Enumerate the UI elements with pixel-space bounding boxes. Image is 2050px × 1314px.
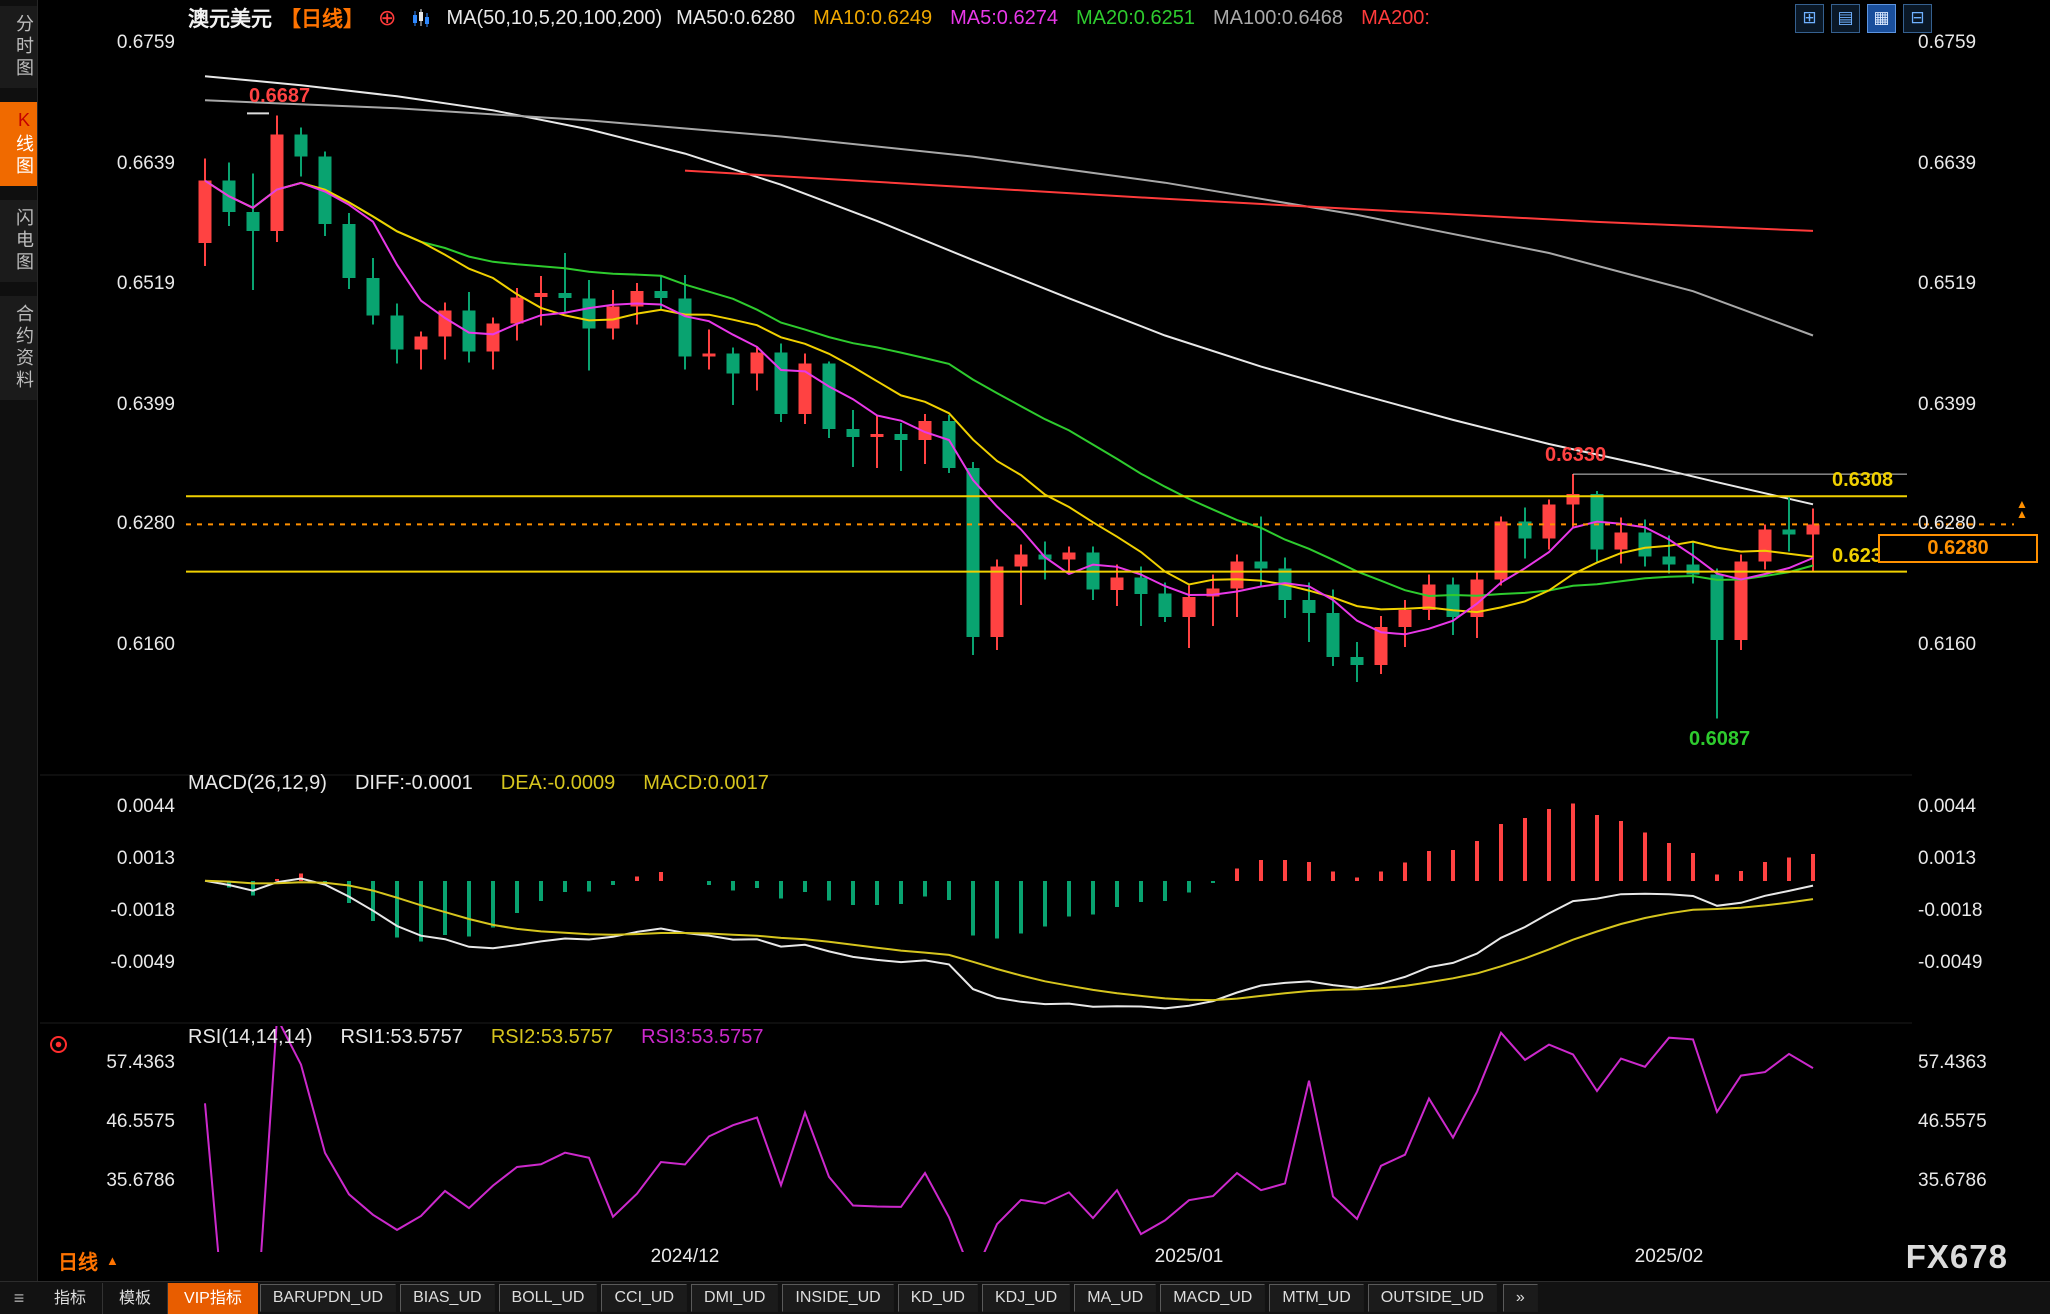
rsi-axis-tick-left: 35.6786 (106, 1170, 175, 1191)
price-annotation: 0.6330 (1545, 444, 1607, 467)
ma-legend-ma20: MA20:0.6251 (1075, 6, 1195, 29)
macd-value: MACD:0.0017 (643, 772, 769, 794)
toolbar-button-ma-ud[interactable]: MA_UD (1074, 1284, 1157, 1312)
left-sidebar: 分时图 K线图闪电图合约资料 (0, 0, 38, 1314)
indicator-bullet-icon (50, 1036, 67, 1053)
toolbar-tab-indicators[interactable]: 指标 (38, 1282, 104, 1314)
macd-dea-value: DEA:-0.0009 (500, 772, 616, 794)
ma-legend-ma50: MA50:0.6280 (676, 6, 796, 29)
toolbar-menu-icon[interactable]: ≡ (13, 1287, 25, 1308)
current-price-tag: 0.6280 (1878, 534, 2038, 564)
ma-legend: MA50:0.6280 MA10:0.6249 MA5:0.6274 MA20:0.6… (676, 7, 1448, 30)
toolbar-button-dmi-ud[interactable]: DMI_UD (691, 1284, 779, 1312)
symbol-title: 澳元美元 (188, 8, 272, 31)
macd-title: MACD(26,12,9) (188, 772, 327, 794)
rsi1-value: RSI1:53.5757 (340, 1026, 463, 1048)
rsi3-value: RSI3:53.5757 (641, 1026, 764, 1048)
macd-diff-value: DIFF:-0.0001 (354, 772, 473, 794)
rsi-header: RSI(14,14,14) RSI1:53.5757 RSI2:53.5757 RS… (188, 1026, 764, 1049)
rsi-title: RSI(14,14,14) (188, 1026, 313, 1048)
rsi-axis-tick-left: 46.5575 (106, 1110, 175, 1132)
macd-axis-tick-right: -0.0018 (1918, 900, 1983, 921)
price-axis-tick-left: 0.6160 (116, 634, 175, 655)
price-axis-tick-left: 0.6519 (116, 273, 175, 295)
toolbar-tab-vip-indicators[interactable]: VIP指标 (168, 1282, 258, 1314)
rsi-axis-tick-right: 46.5575 (1918, 1110, 1987, 1132)
new-window-icon[interactable]: ⊟ (1903, 4, 1932, 33)
macd-axis-tick-left: 0.0044 (116, 796, 175, 817)
price-axis-tick-right: 0.6280 (1918, 513, 1977, 535)
toolbar-button-inside-ud[interactable]: INSIDE_UD (782, 1284, 894, 1312)
crosshair-icon[interactable]: ⊕ (378, 5, 397, 30)
chart-type-icon[interactable] (410, 7, 432, 29)
sidebar-item-contract-info[interactable]: 合约资料 (0, 296, 37, 400)
toolbar-button-kd-ud[interactable]: KD_UD (897, 1284, 978, 1312)
price-annotation: 0.6687 (249, 85, 311, 108)
collapse-arrow-icon: ▲ (106, 1253, 119, 1268)
rsi-axis-tick-right: 57.4363 (1918, 1052, 1987, 1073)
rsi-axis-tick-right: 35.6786 (1918, 1170, 1987, 1191)
toolbar-button-bias-ud[interactable]: BIAS_UD (400, 1284, 495, 1312)
price-axis-tick-left: 0.6759 (116, 32, 175, 53)
date-axis-tick: 2024/12 (650, 1246, 720, 1267)
sidebar-item-kline-chart[interactable]: K线图 (0, 102, 37, 186)
ma-legend-ma5: MA5:0.6274 (950, 6, 1058, 29)
toolbar-tab-templates[interactable]: 模板 (103, 1282, 169, 1314)
macd-axis-tick-left: -0.0018 (110, 900, 175, 921)
macd-axis-tick-right: 0.0013 (1918, 848, 1977, 869)
price-axis-tick-left: 0.6639 (116, 152, 175, 174)
period-badge: 【日线】 (280, 8, 364, 31)
ma-legend-ma100: MA100:0.6468 (1212, 6, 1344, 29)
watermark: FX678 (1905, 1238, 2008, 1275)
toolbar-button-kdj-ud[interactable]: KDJ_UD (981, 1284, 1071, 1312)
date-axis-tick: 2025/02 (1634, 1246, 1704, 1267)
chart-panel-icon[interactable]: ▦ (1867, 4, 1896, 33)
sidebar-item-time-chart[interactable]: 分时图 (0, 6, 37, 88)
rsi2-value: RSI2:53.5757 (490, 1026, 614, 1048)
toolbar-more-button[interactable]: » (1502, 1284, 1538, 1312)
layout-grid-icon[interactable]: ⊞ (1795, 4, 1824, 33)
price-annotation: 0.6087 (1689, 728, 1751, 751)
ma-settings-label: MA(50,10,5,20,100,200) (446, 6, 663, 29)
macd-header: MACD(26,12,9) DIFF:-0.0001 DEA:-0.0009 M… (188, 772, 769, 795)
toolbar-button-outside-ud[interactable]: OUTSIDE_UD (1367, 1284, 1497, 1312)
timeframe-text: 日线 (58, 1252, 98, 1274)
rsi-values: RSI1:53.5757 RSI2:53.5757 RSI3:53.5757 (341, 1026, 764, 1049)
price-axis-tick-right: 0.6639 (1918, 152, 1977, 174)
date-axis-tick: 2025/01 (1154, 1246, 1224, 1267)
ma-legend-ma10: MA10:0.6249 (813, 6, 933, 29)
price-alert-arrows-icon: ▲ ▲ (2016, 497, 2028, 521)
bottom-toolbar: ≡ 指标 模板 VIP指标 BARUPDN_UD BIAS_UD BOLL_UD CCI_UD… (0, 1281, 2050, 1314)
price-axis-tick-right: 0.6519 (1918, 273, 1977, 295)
toolbar-button-barupdn-ud[interactable]: BARUPDN_UD (259, 1284, 397, 1312)
toolbar-button-boll-ud[interactable]: BOLL_UD (498, 1284, 598, 1312)
macd-axis-tick-right: 0.0044 (1918, 796, 1977, 817)
price-axis-tick-right: 0.6160 (1918, 634, 1977, 655)
toolbar-button-mtm-ud[interactable]: MTM_UD (1269, 1284, 1364, 1312)
support-level-label: 0.6233 (1832, 544, 1894, 567)
toolbar-button-cci-ud[interactable]: CCI_UD (601, 1284, 688, 1312)
macd-axis-tick-left: -0.0049 (110, 952, 175, 973)
toolbar-button-macd-ud[interactable]: MACD_UD (1160, 1284, 1266, 1312)
resistance-level-label: 0.6308 (1832, 469, 1894, 492)
ma-legend-ma200: MA200: (1361, 6, 1430, 29)
price-axis-tick-right: 0.6399 (1918, 393, 1977, 415)
price-axis-tick-right: 0.6759 (1918, 32, 1977, 53)
chart-header: 澳元美元 【日线】 ⊕ MA(50,10,5,20,100,200) MA50:… (38, 0, 2050, 36)
macd-axis-tick-left: 0.0013 (116, 848, 175, 869)
price-axis-tick-left: 0.6280 (116, 513, 175, 535)
timeframe-label[interactable]: 日线 ▲ (58, 1246, 119, 1275)
rsi-axis-tick-left: 57.4363 (106, 1052, 175, 1073)
sidebar-item-flash-chart[interactable]: 闪电图 (0, 200, 37, 282)
price-axis-tick-left: 0.6399 (116, 393, 175, 415)
macd-axis-tick-right: -0.0049 (1918, 952, 1983, 973)
view-toolbar: ⊞ ▤ ▦ ⊟ (1795, 4, 1932, 33)
layout-rows-icon[interactable]: ▤ (1831, 4, 1860, 33)
